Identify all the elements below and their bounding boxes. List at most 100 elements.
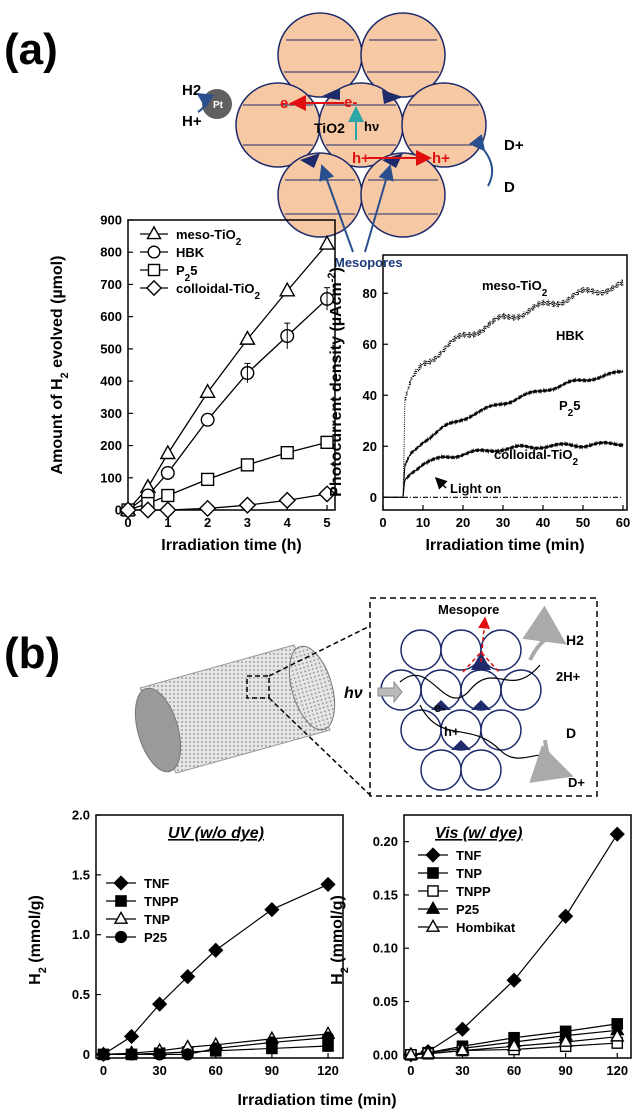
y-tick-label: 300 [100,406,122,421]
y-tick-label: 500 [100,341,122,356]
data-marker [199,383,216,398]
electron-label-b: e- [434,700,446,715]
data-marker [239,330,256,345]
y-axis-label: Photocurrent density (µAcm-2) [326,267,345,497]
y-tick-label: 0.10 [373,941,398,956]
data-marker [278,491,296,510]
d-label: D [504,179,515,196]
data-marker [425,847,441,863]
light-on-annotation: Light on [450,481,501,496]
legend-label: colloidal-TiO2 [176,281,261,302]
data-marker [181,1048,194,1061]
legend-item: P25 [140,263,197,284]
pore [451,740,471,750]
series-line [128,493,328,511]
series-meso-TiO2 [383,279,624,498]
legend-label: Hombikat [456,920,516,935]
pore [382,153,403,168]
mesopore-pointer-b [478,616,491,663]
pores [300,88,403,168]
y-tick-label: 80 [363,286,377,301]
chart-uv: 0 30 60 90 120 0 0.5 1.0 1.5 2.0 H2 (mmol/g) UV (w/… [27,808,344,1078]
mesopore-label: Mesopore [438,602,499,617]
legend-label: HBK [176,245,205,260]
data-marker [115,895,127,907]
x-tick-label: 30 [455,1063,469,1078]
plot-frame [382,254,628,511]
data-marker [125,1048,138,1061]
data-marker [146,225,162,240]
sphere [277,152,363,238]
tio2-label: TiO2 [314,120,345,136]
oxidation-arrow [469,134,494,187]
y-tick-label: 700 [100,277,122,292]
chart-vis: 0 30 60 90 120 0.00 0.05 0.10 0.15 0.20 H2 (mmol/g… [329,814,632,1078]
legend-label: P25 [144,930,167,945]
series-line [383,440,624,498]
data-marker [97,1048,110,1061]
y-tick-label: 60 [363,337,377,352]
data-marker [558,908,574,924]
legend: TNF TNPP TNP P25 [106,875,179,945]
data-marker [427,867,439,879]
legend-item: HBK [140,245,205,260]
data-marker [279,281,296,297]
legend-item: TNP [106,910,170,927]
d-label-b: D [566,725,576,741]
pore [471,700,491,710]
sphere-bands [243,39,479,215]
y-tick-label: 0.15 [373,887,398,902]
data-marker [318,485,336,503]
legend-label: TNP [144,912,170,927]
data-marker [209,1042,222,1055]
series-label: P25 [559,398,580,419]
data-marker [123,1028,140,1045]
series-TNF [403,826,625,1063]
legend-item: TNF [418,847,481,863]
data-marker [161,488,175,503]
x-tick-label: 90 [265,1063,279,1078]
y-tick-label: 1.0 [72,927,90,942]
data-marker [264,901,280,918]
particle [400,709,442,751]
x-tick-label: 0 [407,1063,414,1078]
pt-label: Pt [213,100,224,111]
series-colloidal-TiO2 [119,485,336,519]
legend-label: TNPP [456,884,491,899]
data-marker [506,972,522,988]
chart-photocurrent: 0 10 20 30 40 50 60 0 20 40 60 80 Irradiation time (… [326,254,630,554]
particle [500,669,542,711]
legend-item: TNPP [418,884,491,899]
data-marker [420,1045,436,1059]
data-marker [280,445,294,460]
series-P25 [121,435,334,517]
light-on-arrow [434,476,448,490]
y-tick-label: 0 [370,490,377,505]
y-tick-label: 2.0 [72,808,90,823]
data-marker [240,458,255,472]
x-tick-label: 0 [379,515,386,530]
d-arrow-b [529,739,574,783]
data-marker [208,942,224,958]
x-tick-label: 60 [209,1063,223,1078]
electron-path [399,664,541,699]
series-TNF [95,876,336,1062]
y-tick-label: 20 [363,439,377,454]
y-tick-label: 100 [100,470,122,485]
data-marker [119,501,137,519]
legend-item: TNPP [106,894,179,909]
y-axis-label: Amount of H2 evolved (µmol) [49,256,71,475]
legend-label: P25 [176,263,197,284]
hv-label-b: hν [344,685,363,702]
data-marker [425,900,441,914]
data-marker [145,279,163,297]
h2-label: H2 [182,82,201,99]
x-axis-label: Irradiation time (min) [425,537,584,554]
mesopore-pointer [364,164,394,253]
pore [382,90,403,104]
series-meso-TiO2 [119,235,336,516]
x-tick-label: 5 [323,515,330,530]
dplus-label-b: D+ [568,775,585,790]
